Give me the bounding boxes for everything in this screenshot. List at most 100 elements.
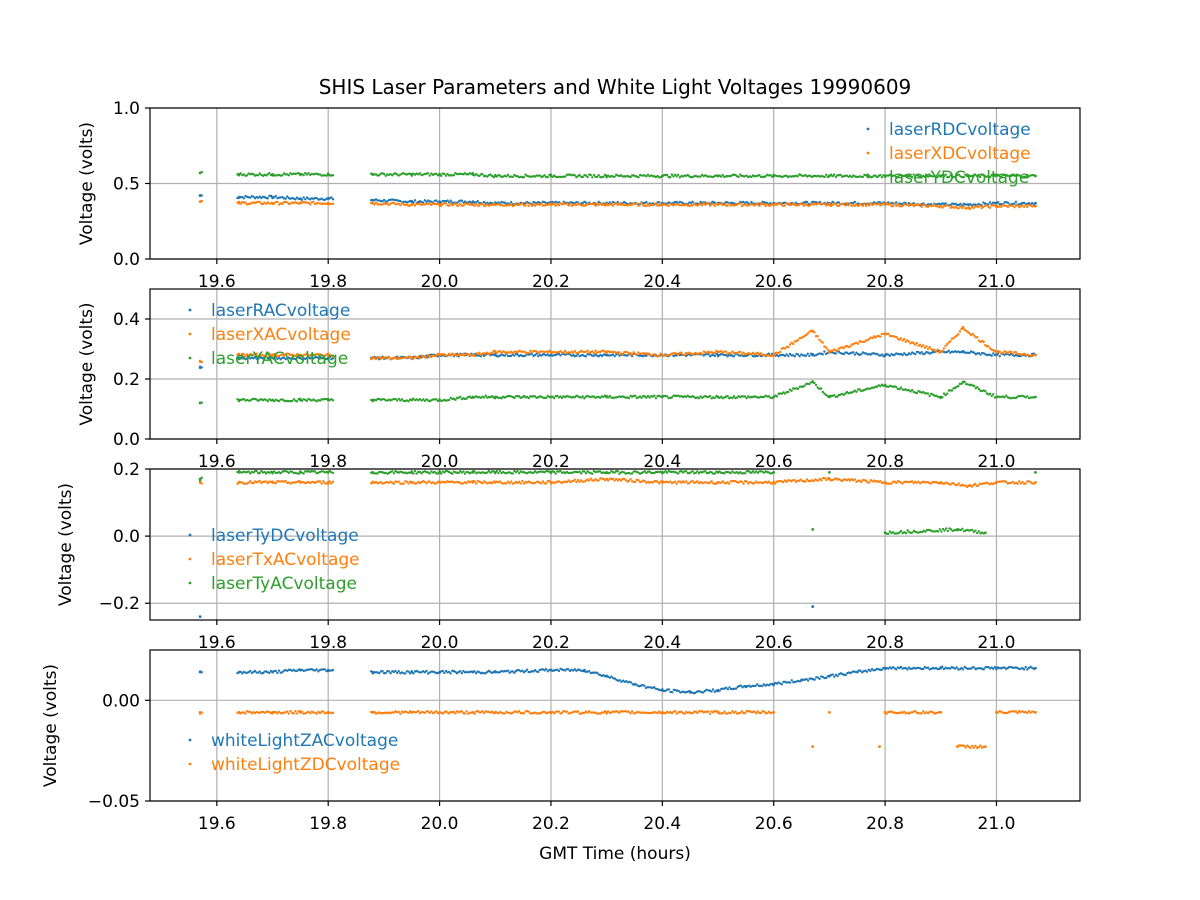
data-point [844,392,847,395]
data-point [478,204,481,207]
data-point [788,681,792,684]
data-point [945,343,949,346]
data-point [281,174,284,177]
data-point [315,196,318,200]
data-point [648,470,651,473]
data-point [879,173,882,177]
data-point [331,357,335,360]
data-point [584,355,588,358]
data-point [568,351,572,355]
data-point [802,204,806,207]
data-point [305,399,309,403]
data-point [915,341,919,345]
data-point [912,342,915,345]
data-point [895,668,898,671]
data-point [821,390,824,394]
data-point [327,172,330,175]
data-point [629,351,632,355]
data-point [454,398,457,401]
data-point [710,690,713,693]
data-point [391,174,394,177]
data-point [720,481,723,485]
data-point [1026,668,1029,671]
data-point [290,470,294,473]
data-point [556,394,559,398]
data-point [767,710,771,713]
data-point [559,354,562,357]
data-point [200,482,203,485]
data-point [939,351,942,354]
data-point [471,171,475,175]
data-point [866,339,869,342]
legend-marker-laserTyDCvoltage [188,533,192,537]
data-point [688,481,691,485]
data-point [607,479,610,482]
data-point [300,399,304,402]
data-point [264,355,268,358]
data-point [673,709,677,713]
data-point [756,683,759,686]
data-point [767,352,771,355]
data-point [834,175,837,179]
data-point [711,688,715,691]
data-point [478,351,481,354]
data-point [478,174,481,178]
data-point [849,671,852,675]
data-point [750,200,753,204]
data-point [1001,351,1005,355]
data-point [565,202,569,205]
data-point [675,200,678,204]
data-point [607,710,610,713]
data-point [431,481,435,484]
data-point [816,676,820,679]
data-point [902,352,906,355]
data-point [626,351,629,354]
data-point [506,173,510,177]
data-point [482,711,486,715]
data-point [750,175,753,179]
data-point [977,173,980,177]
data-point [252,482,255,485]
data-point [645,354,648,358]
data-point [503,354,507,357]
data-point [435,172,438,175]
data-point [247,481,250,484]
data-point [756,710,760,713]
data-point [373,203,376,206]
panel-4-ytick-label-1: −0.05 [88,792,140,812]
data-point [611,353,615,356]
data-point [745,174,748,177]
data-point [910,480,914,483]
data-point [258,670,261,673]
data-point [665,471,669,474]
data-point [680,710,683,713]
data-point [327,357,330,361]
data-point [630,710,634,713]
data-point [579,472,583,475]
data-point [292,712,296,715]
data-point [747,482,750,485]
data-point [384,671,387,675]
data-point [423,671,427,674]
data-point [974,529,977,532]
data-point [548,470,551,473]
data-point [957,173,960,176]
data-point [731,710,734,713]
data-point [378,671,381,675]
data-point [654,396,658,400]
data-point [618,477,621,481]
data-point [269,470,273,473]
data-point [753,710,756,713]
data-point [861,204,865,208]
data-point [1019,482,1023,485]
data-point [616,479,619,482]
data-point [996,711,1000,714]
data-point [818,477,822,481]
data-point [614,477,618,481]
data-point [837,201,841,204]
data-point [683,712,686,715]
data-point [737,175,740,179]
data-point [977,745,980,749]
data-point [613,471,616,474]
data-point [1024,203,1027,207]
